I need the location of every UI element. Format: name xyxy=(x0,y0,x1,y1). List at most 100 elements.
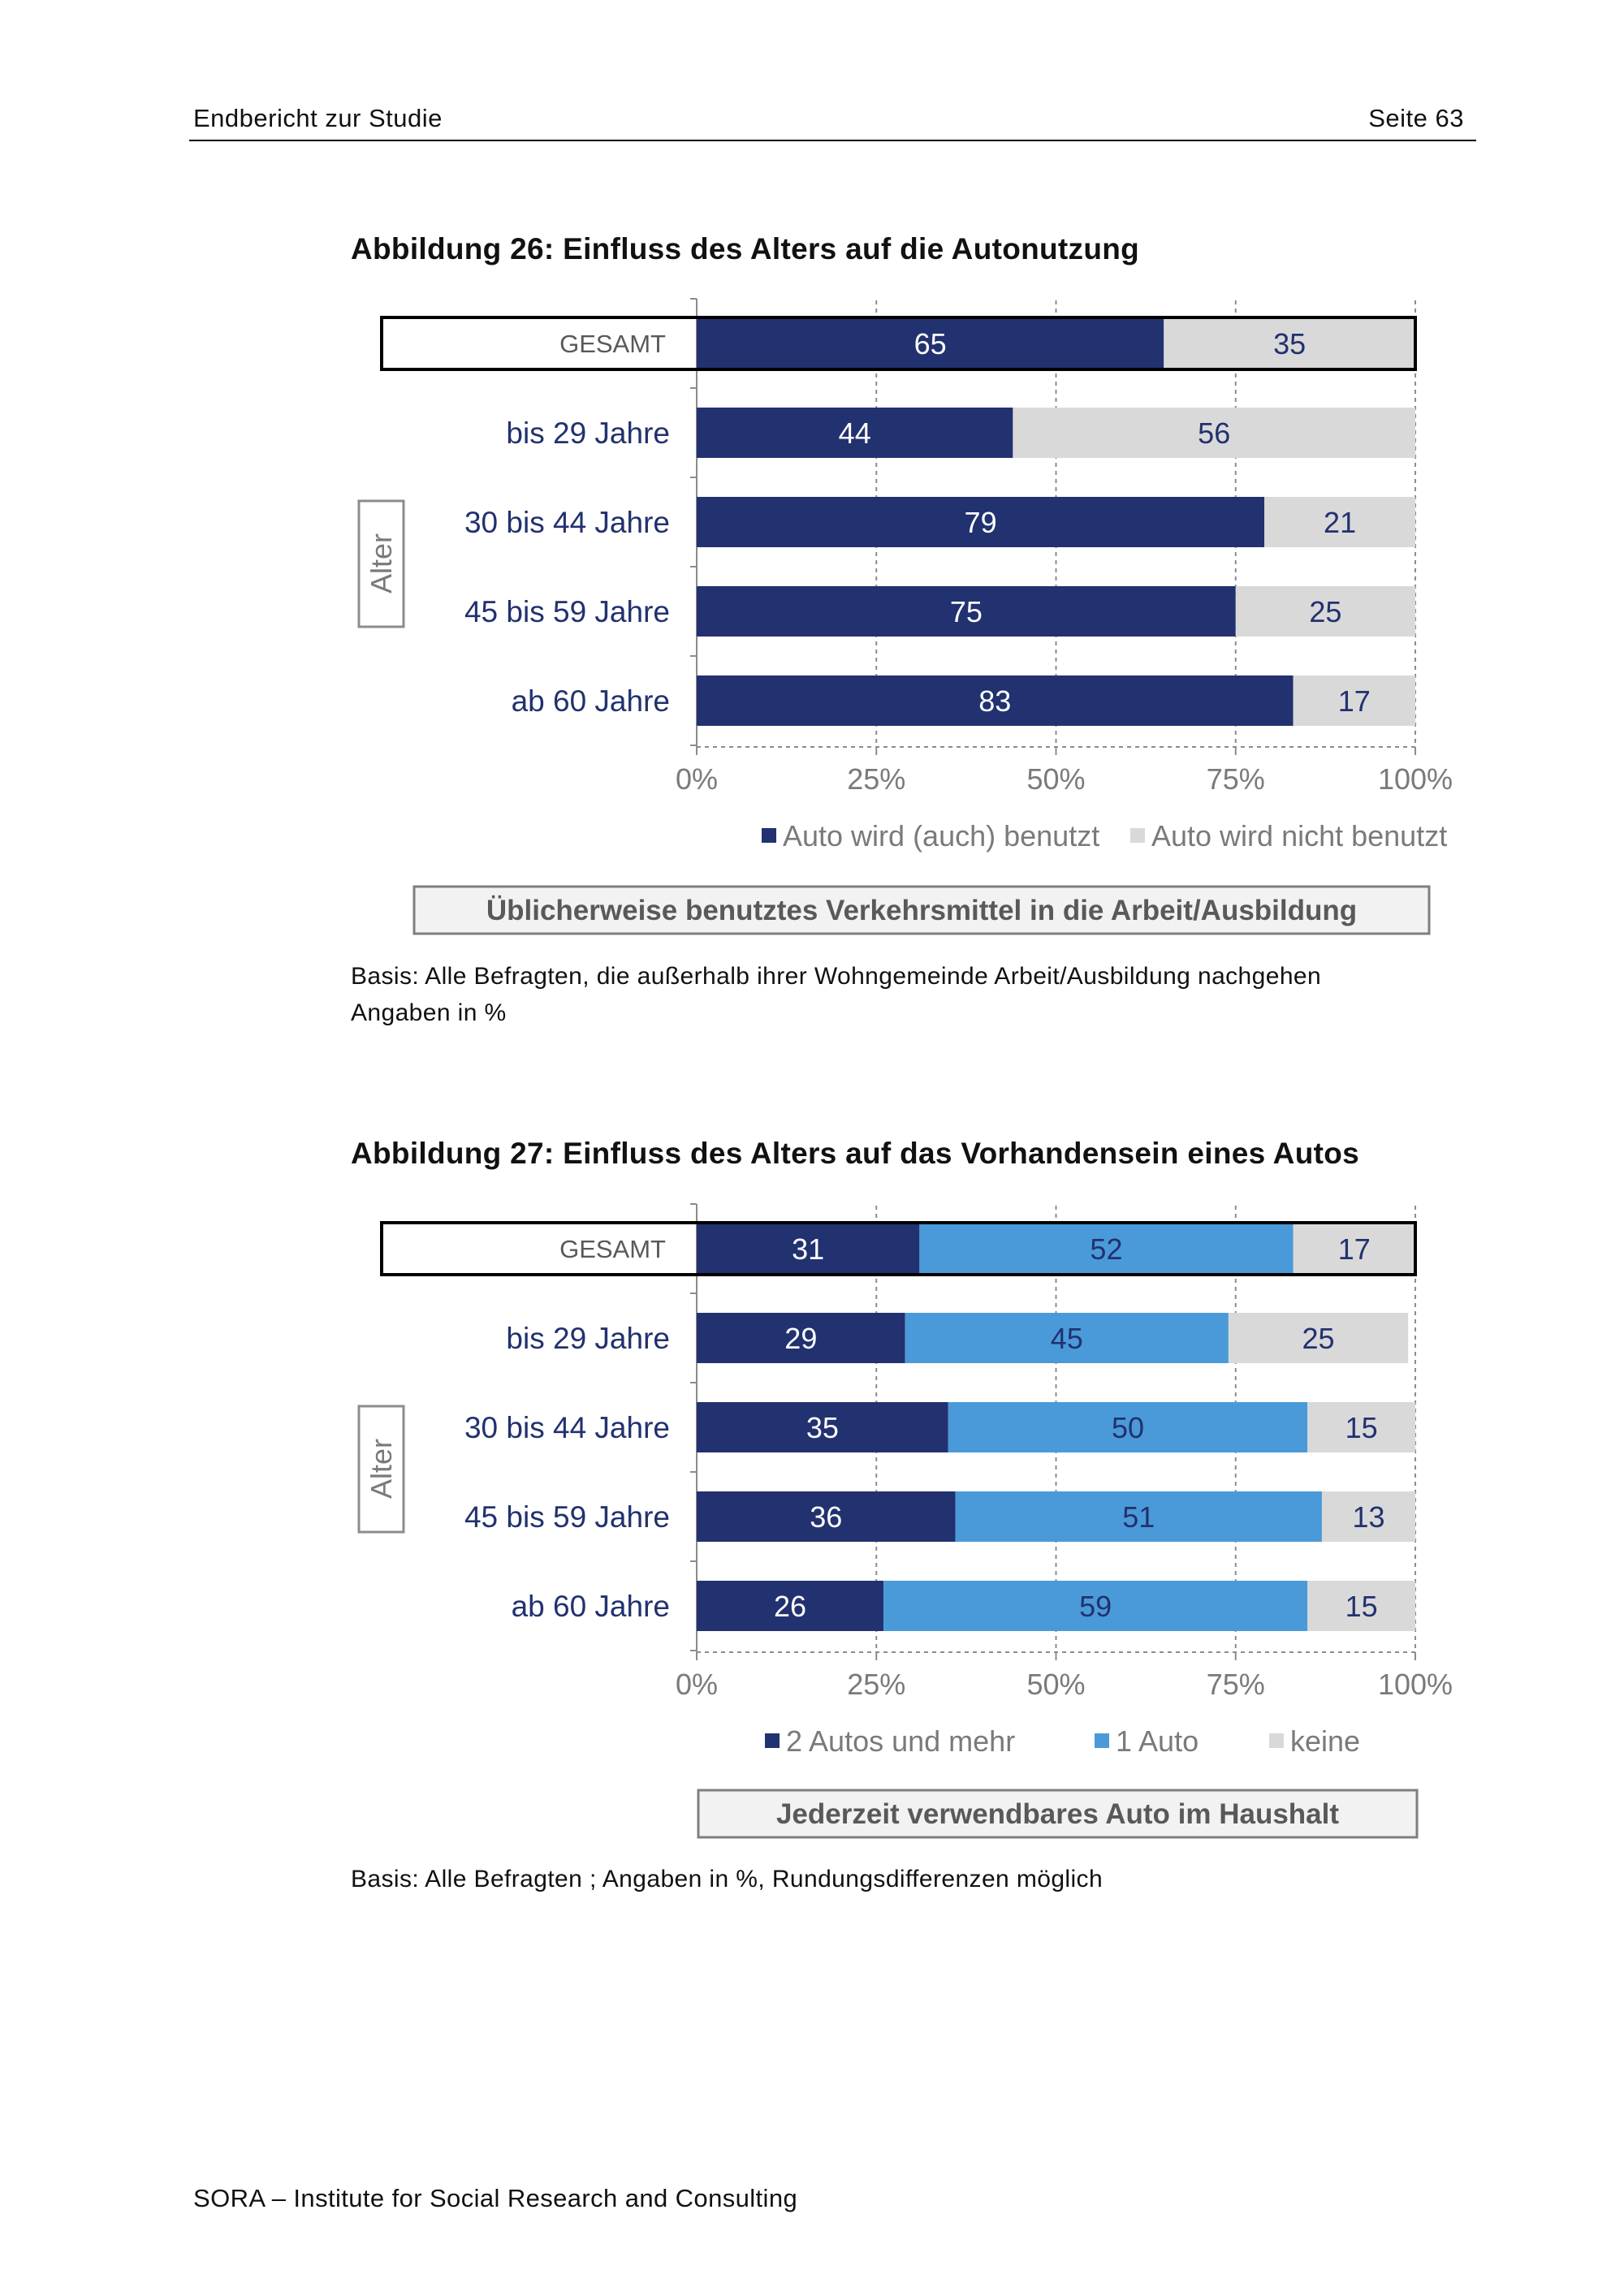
page-number: Seite 63 xyxy=(1368,104,1464,132)
fig27-category-label: GESAMT xyxy=(559,1235,666,1263)
fig27-x-tick-label: 0% xyxy=(676,1668,718,1701)
fig27-category-label: ab 60 Jahre xyxy=(512,1590,670,1623)
figure-27-chart: 0% 25% 50% 75% 100% 31 52 17 GESAMT 29 45 25 bis 29 … xyxy=(357,1203,1453,1839)
fig27-bar-keine xyxy=(1307,1581,1415,1631)
fig27-bar-1-auto xyxy=(948,1402,1308,1452)
fig26-legend-swatch xyxy=(1130,828,1145,843)
fig27-bar-1-auto xyxy=(919,1224,1294,1274)
fig27-legend-label: 1 Auto xyxy=(1116,1724,1199,1758)
fig26-category-label: GESAMT xyxy=(559,330,666,358)
fig27-data-label: 51 xyxy=(1122,1500,1155,1534)
fig26-x-tick-label: 25% xyxy=(847,762,905,796)
fig26-x-tick-label: 0% xyxy=(676,762,718,796)
fig26-data-label: 21 xyxy=(1324,506,1356,539)
fig27-x-tick-label: 100% xyxy=(1378,1668,1453,1701)
fig27-bar-keine xyxy=(1307,1402,1415,1452)
fig27-bar-1-auto xyxy=(905,1313,1229,1363)
fig27-group-label: Alter xyxy=(365,1439,398,1499)
fig27-bar-keine xyxy=(1228,1313,1409,1363)
fig26-data-label: 75 xyxy=(950,595,983,628)
fig27-data-label: 35 xyxy=(806,1411,839,1444)
fig26-category-label: 30 bis 44 Jahre xyxy=(464,506,670,539)
fig26-category-label: 45 bis 59 Jahre xyxy=(464,595,670,628)
fig27-legend-swatch xyxy=(1095,1733,1109,1748)
fig26-caption-box xyxy=(412,885,1431,935)
fig26-bar-auto-wird-auch-benutzt xyxy=(697,586,1236,637)
document-footer: SORA – Institute for Social Research and… xyxy=(193,2184,798,2212)
fig27-category-label: 45 bis 59 Jahre xyxy=(464,1500,670,1534)
fig26-x-tick-label: 50% xyxy=(1026,762,1085,796)
fig27-bar-keine xyxy=(1293,1224,1415,1274)
fig26-bar-auto-wird-nicht-benutzt xyxy=(1164,318,1415,369)
fig26-category-label: ab 60 Jahre xyxy=(512,684,670,718)
fig27-bar-keine xyxy=(1321,1491,1415,1542)
fig27-data-label: 36 xyxy=(810,1500,842,1534)
fig26-bar-auto-wird-auch-benutzt xyxy=(697,675,1294,726)
figure-26-note-units: Angaben in % xyxy=(351,999,507,1026)
fig26-data-label: 25 xyxy=(1309,595,1341,628)
fig26-bar-auto-wird-nicht-benutzt xyxy=(1264,497,1415,547)
figure-26-title: Abbildung 26: Einfluss des Alters auf di… xyxy=(351,232,1140,265)
fig27-legend-label: 2 Autos und mehr xyxy=(786,1724,1015,1758)
document-header-title: Endbericht zur Studie xyxy=(193,104,443,132)
fig26-bar-auto-wird-nicht-benutzt xyxy=(1013,408,1415,458)
fig26-data-label: 17 xyxy=(1338,684,1371,718)
figure-27-note-basis: Basis: Alle Befragten ; Angaben in %, Ru… xyxy=(351,1866,1104,1892)
fig27-total-row-frame xyxy=(380,1221,1417,1276)
fig27-data-label: 29 xyxy=(784,1322,817,1355)
figure-26-note-basis: Basis: Alle Befragten, die außerhalb ihr… xyxy=(351,963,1322,990)
fig26-data-label: 79 xyxy=(965,506,997,539)
fig27-data-label: 15 xyxy=(1345,1411,1378,1444)
fig27-data-label: 17 xyxy=(1338,1232,1371,1266)
fig27-bar-2-autos-und-mehr xyxy=(697,1402,948,1452)
fig26-legend-label: Auto wird nicht benutzt xyxy=(1151,819,1447,852)
fig27-group-label-box xyxy=(357,1405,405,1534)
fig27-legend-swatch xyxy=(765,1733,780,1748)
fig27-data-label: 26 xyxy=(774,1590,806,1623)
fig27-caption-text: Jederzeit verwendbares Auto im Haushalt xyxy=(776,1798,1339,1830)
fig26-group-label-box xyxy=(357,499,405,628)
fig27-bar-2-autos-und-mehr xyxy=(697,1581,884,1631)
fig27-category-label: 30 bis 44 Jahre xyxy=(464,1411,670,1444)
fig27-data-label: 13 xyxy=(1352,1500,1384,1534)
fig27-data-label: 31 xyxy=(792,1232,824,1266)
figure-26-chart: 0% 25% 50% 75% 100% 65 35 GESAMT 44 56 bis 29 Jahr… xyxy=(357,298,1453,935)
fig26-legend-label: Auto wird (auch) benutzt xyxy=(783,819,1099,852)
fig26-total-row-frame xyxy=(380,316,1417,371)
fig26-caption-text: Üblicherweise benutztes Verkehrsmittel i… xyxy=(486,895,1357,926)
fig26-legend-swatch xyxy=(762,828,776,843)
fig26-data-label: 35 xyxy=(1273,327,1306,360)
fig27-x-tick-label: 50% xyxy=(1026,1668,1085,1701)
fig26-bar-auto-wird-nicht-benutzt xyxy=(1293,675,1415,726)
fig27-caption-box xyxy=(697,1789,1419,1839)
fig26-data-label: 83 xyxy=(978,684,1011,718)
fig27-data-label: 25 xyxy=(1302,1322,1335,1355)
fig27-data-label: 50 xyxy=(1112,1411,1144,1444)
fig27-data-label: 15 xyxy=(1345,1590,1378,1623)
fig27-data-label: 45 xyxy=(1051,1322,1083,1355)
fig26-bar-auto-wird-auch-benutzt xyxy=(697,497,1265,547)
fig27-x-tick-label: 25% xyxy=(847,1668,905,1701)
fig26-data-label: 56 xyxy=(1198,416,1230,450)
fig27-bar-2-autos-und-mehr xyxy=(697,1224,920,1274)
fig27-data-label: 52 xyxy=(1090,1232,1122,1266)
fig26-x-tick-label: 75% xyxy=(1207,762,1265,796)
fig26-x-tick-label: 100% xyxy=(1378,762,1453,796)
fig26-category-label: bis 29 Jahre xyxy=(506,416,670,450)
fig27-data-label: 59 xyxy=(1079,1590,1112,1623)
fig26-group-label: Alter xyxy=(365,533,398,593)
fig26-bar-auto-wird-nicht-benutzt xyxy=(1235,586,1415,637)
fig26-bar-auto-wird-auch-benutzt xyxy=(697,408,1013,458)
fig26-data-label: 44 xyxy=(839,416,871,450)
fig27-category-label: bis 29 Jahre xyxy=(506,1322,670,1355)
fig26-bar-auto-wird-auch-benutzt xyxy=(697,318,1164,369)
header-divider xyxy=(189,140,1476,141)
fig27-x-tick-label: 75% xyxy=(1207,1668,1265,1701)
fig27-bar-2-autos-und-mehr xyxy=(697,1313,905,1363)
fig27-legend-swatch xyxy=(1269,1733,1284,1748)
fig27-bar-1-auto xyxy=(955,1491,1322,1542)
fig27-bar-1-auto xyxy=(883,1581,1308,1631)
fig27-bar-2-autos-und-mehr xyxy=(697,1491,956,1542)
fig27-legend-label: keine xyxy=(1290,1724,1360,1758)
figure-27-title: Abbildung 27: Einfluss des Alters auf da… xyxy=(351,1137,1360,1170)
